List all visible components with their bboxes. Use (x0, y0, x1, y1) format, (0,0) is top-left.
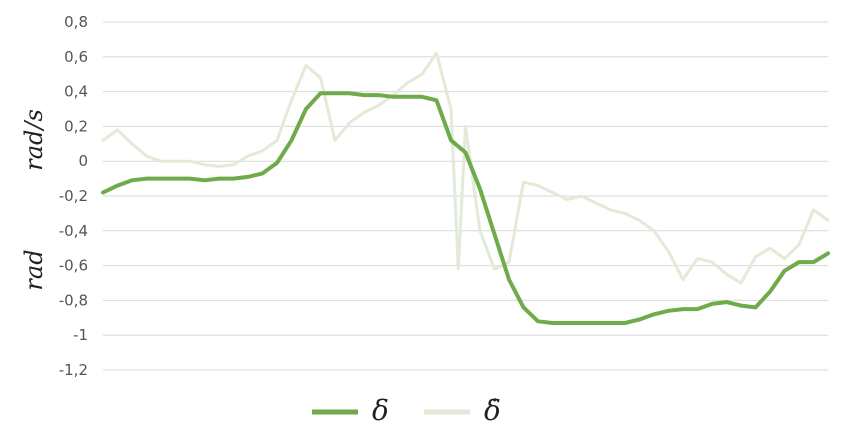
y-tick-label: -0,2 (59, 187, 88, 205)
series-line-delta-dot (101, 51, 830, 285)
y-axis-label-rad-per-s: rad/s (20, 109, 48, 171)
y-tick-labels: 0,8 0,6 0,4 0,2 0 -0,2 -0,4 -0,6 -0,8 -1 -1,2 (59, 13, 88, 379)
y-tick-label: -1,2 (59, 361, 88, 379)
y-tick-label: 0 (78, 152, 88, 170)
gridlines (103, 21, 828, 371)
y-tick-label: -0,6 (59, 257, 88, 275)
y-tick-label: 0,2 (64, 117, 88, 135)
y-axis-label-rad: rad (20, 249, 48, 290)
legend: δ δ̇ (312, 394, 501, 427)
y-tick-label: -0,8 (59, 291, 88, 309)
legend-label-delta-dot: δ̇ (484, 394, 501, 427)
series-line-delta (101, 91, 830, 325)
y-tick-label: -1 (73, 326, 88, 344)
y-tick-label: 0,6 (64, 48, 88, 66)
y-tick-label: -0,4 (59, 222, 88, 240)
y-tick-label: 0,4 (64, 83, 88, 101)
series-lines (101, 51, 830, 325)
y-tick-label: 0,8 (64, 13, 88, 31)
legend-label-delta: δ (372, 394, 389, 427)
